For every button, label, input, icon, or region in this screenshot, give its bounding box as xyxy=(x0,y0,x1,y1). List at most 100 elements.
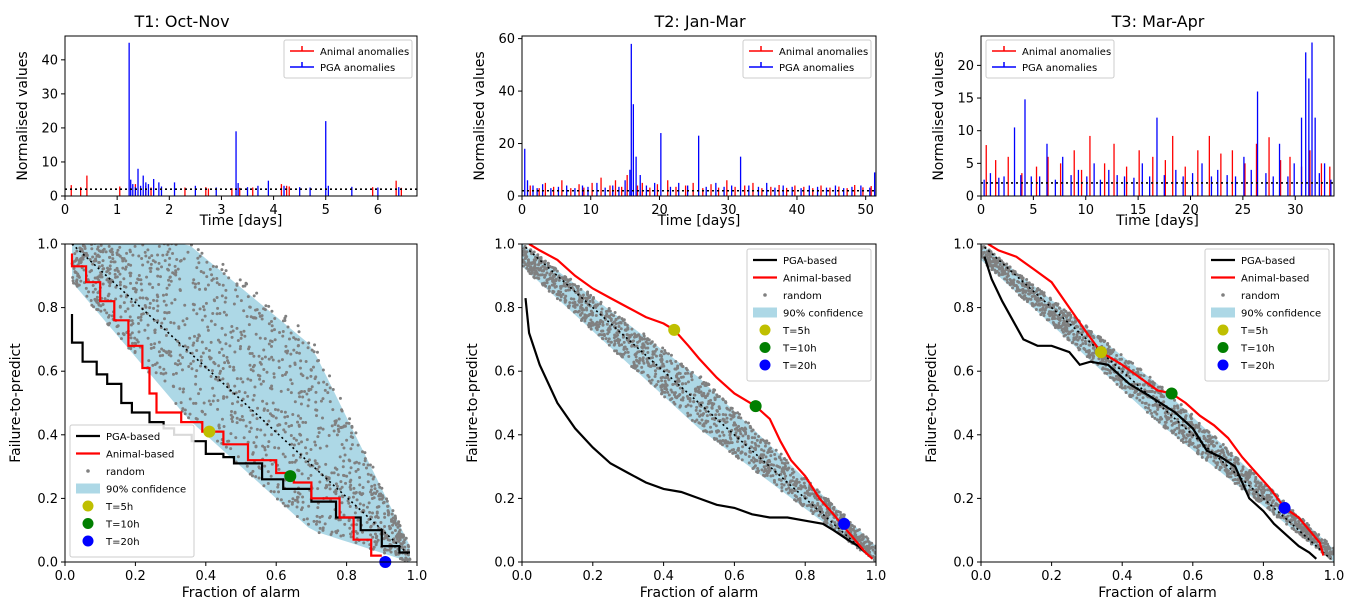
random-point xyxy=(1025,277,1029,281)
random-point xyxy=(618,343,622,347)
random-point xyxy=(805,492,809,496)
random-point xyxy=(229,413,233,417)
random-scatter xyxy=(522,244,876,562)
random-point xyxy=(545,281,549,285)
random-point xyxy=(689,372,693,376)
random-point xyxy=(1324,539,1328,543)
random-point xyxy=(196,256,200,260)
x-axis-label: Time [days] xyxy=(657,213,741,229)
random-point xyxy=(1085,355,1089,359)
random-point xyxy=(704,419,708,423)
random-point xyxy=(1178,429,1182,433)
random-point xyxy=(780,485,784,489)
random-point xyxy=(663,395,667,399)
random-point xyxy=(1293,521,1297,525)
random-point xyxy=(192,278,196,282)
random-point xyxy=(273,446,277,450)
random-point xyxy=(182,387,186,391)
random-point xyxy=(179,401,183,405)
random-point xyxy=(1170,429,1174,433)
random-point xyxy=(834,525,838,529)
random-point xyxy=(617,324,621,328)
random-point xyxy=(811,512,815,516)
random-point xyxy=(76,283,80,287)
random-point xyxy=(309,368,313,372)
random-point xyxy=(551,274,555,278)
random-point xyxy=(722,439,726,443)
random-point xyxy=(309,374,313,378)
random-point xyxy=(240,333,244,337)
random-point xyxy=(141,263,145,267)
random-point xyxy=(283,316,287,320)
y-tick-label: 20 xyxy=(41,121,58,136)
random-point xyxy=(696,385,700,389)
random-point xyxy=(998,263,1002,267)
random-point xyxy=(1019,295,1023,299)
random-point xyxy=(767,470,771,474)
random-point xyxy=(1152,403,1156,407)
random-point xyxy=(405,558,409,562)
random-point xyxy=(298,455,302,459)
random-point xyxy=(264,304,268,308)
random-point xyxy=(864,535,868,539)
random-point xyxy=(821,516,825,520)
random-point xyxy=(1206,440,1210,444)
random-point xyxy=(306,476,310,480)
random-point xyxy=(93,244,97,245)
random-point xyxy=(234,436,238,440)
legend-label: random xyxy=(783,291,822,302)
random-point xyxy=(748,425,752,429)
random-point xyxy=(633,332,637,336)
random-point xyxy=(222,272,226,276)
random-point xyxy=(1254,484,1258,488)
random-point xyxy=(281,329,285,333)
random-point xyxy=(341,465,345,469)
random-point xyxy=(663,349,667,353)
random-point xyxy=(307,458,311,462)
random-point xyxy=(533,276,537,280)
random-point xyxy=(678,386,682,390)
random-point xyxy=(784,474,788,478)
random-point xyxy=(390,512,394,516)
random-point xyxy=(624,328,628,332)
random-point xyxy=(1171,422,1175,426)
random-point xyxy=(663,379,667,383)
random-point xyxy=(607,343,611,347)
random-point xyxy=(96,245,100,249)
random-point xyxy=(660,360,664,364)
random-point xyxy=(393,515,397,519)
random-point xyxy=(1067,330,1071,334)
random-point xyxy=(770,463,774,467)
random-point xyxy=(269,489,273,493)
random-point xyxy=(295,495,299,499)
random-point xyxy=(572,297,576,301)
random-point xyxy=(137,330,141,334)
random-point xyxy=(309,448,313,452)
random-point xyxy=(292,348,296,352)
legend-swatch xyxy=(759,359,771,371)
random-point xyxy=(165,351,169,355)
random-point xyxy=(1074,336,1078,340)
random-point xyxy=(746,421,750,425)
random-point xyxy=(1321,544,1325,548)
random-point xyxy=(194,401,198,405)
y-tick-label: 40 xyxy=(498,85,515,100)
random-point xyxy=(1156,403,1160,407)
random-point xyxy=(329,533,333,537)
random-point xyxy=(597,333,601,337)
random-point xyxy=(295,498,299,502)
random-point xyxy=(688,413,692,417)
random-point xyxy=(1270,501,1274,505)
random-point xyxy=(1157,420,1161,424)
random-point xyxy=(659,353,663,357)
random-point xyxy=(728,449,732,453)
random-point xyxy=(995,261,999,265)
axes-frame xyxy=(521,243,877,563)
random-point xyxy=(633,353,637,357)
random-point xyxy=(306,522,310,526)
random-point xyxy=(232,365,236,369)
random-point xyxy=(775,483,779,487)
random-point xyxy=(85,240,88,243)
random-point xyxy=(79,258,83,262)
